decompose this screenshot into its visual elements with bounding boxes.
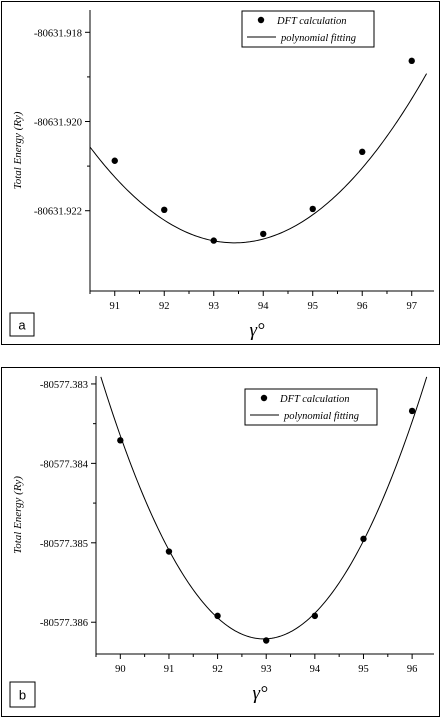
data-point: [263, 637, 270, 644]
y-tick-label: -80631.922: [34, 207, 82, 218]
data-point: [311, 612, 319, 620]
data-point: [214, 612, 221, 620]
y-axis-label: Total Energy (Ry): [12, 111, 24, 189]
x-axis-label: γ°: [249, 320, 264, 341]
x-tick-label: 91: [109, 301, 120, 312]
legend-label-line: polynomial fitting: [280, 33, 356, 44]
data-point: [260, 230, 267, 238]
x-tick-label: 96: [407, 664, 418, 675]
legend-label-points: DFT calculation: [276, 16, 347, 27]
y-tick-label: -80577.384: [40, 459, 89, 470]
data-point: [111, 157, 118, 164]
chart-panel-b: 90 91 92 93 94 95 96 -80577.383 -80577.384 -80577…: [1, 367, 440, 717]
x-tick-label: 90: [115, 664, 126, 675]
legend-marker-points: [257, 16, 265, 24]
data-point: [309, 205, 316, 213]
legend-box: [244, 388, 378, 426]
x-tick-label: 96: [357, 301, 368, 312]
data-point: [408, 407, 416, 415]
data-point: [360, 535, 367, 543]
panel-letter: a: [18, 318, 26, 333]
fit-curve: [89, 73, 428, 244]
y-tick-label: -80577.383: [40, 380, 88, 391]
legend-label-points: DFT calculation: [279, 394, 350, 405]
chart-a-svg: 91 92 93 94 95 96 97 -80631.918 -80631.920 -80631…: [9, 10, 434, 341]
legend-label-line: polynomial fitting: [283, 411, 359, 422]
data-point: [408, 57, 415, 65]
x-tick-label: 95: [358, 664, 369, 675]
panel-letter-box: [9, 681, 36, 708]
y-axis-label: Total Energy (Ry): [12, 476, 24, 554]
x-tick-label: 92: [159, 301, 170, 312]
x-tick-label: 93: [208, 301, 219, 312]
legend-marker-points: [260, 394, 268, 402]
y-tick-label: -80577.385: [40, 539, 88, 550]
data-point: [161, 206, 168, 214]
y-tick-label: -80631.918: [34, 28, 82, 39]
panel-letter-box: [9, 312, 35, 337]
legend-box: [241, 10, 375, 48]
chart-b-svg: 90 91 92 93 94 95 96 -80577.383 -80577.384 -80577…: [9, 376, 434, 708]
x-tick-label: 97: [406, 301, 417, 312]
x-tick-label: 91: [164, 664, 175, 675]
x-tick-label: 94: [258, 301, 269, 312]
y-tick-label: -80577.386: [40, 618, 88, 629]
data-point: [359, 148, 366, 156]
panel-letter: b: [19, 688, 26, 703]
x-tick-label: 92: [212, 664, 223, 675]
x-tick-label: 93: [261, 664, 272, 675]
data-point: [165, 548, 173, 555]
chart-panel-a: 91 92 93 94 95 96 97 -80631.918 -80631.920 -80631…: [1, 1, 440, 345]
y-tick-label: -80631.920: [34, 118, 82, 129]
x-tick-label: 95: [307, 301, 318, 312]
x-axis-label: γ°: [252, 683, 267, 704]
x-tick-label: 94: [310, 664, 321, 675]
data-point: [210, 237, 217, 244]
data-point: [117, 437, 124, 444]
